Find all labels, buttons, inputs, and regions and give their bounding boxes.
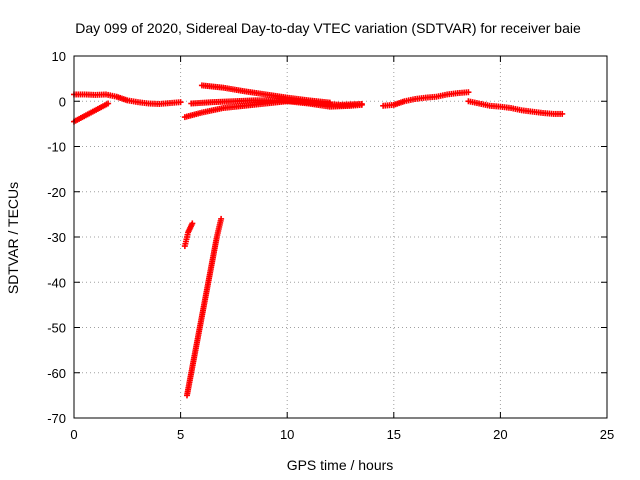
x-tick-label: 20 [493,427,507,442]
data-point [358,100,365,107]
data-point [559,110,566,117]
data-point [218,215,225,222]
data-point [465,89,472,96]
x-axis-label: GPS time / hours [287,457,394,473]
y-tick-label: -10 [47,140,66,155]
y-tick-label: -50 [47,321,66,336]
y-tick-label: -70 [47,411,66,426]
axis-ticks: 0 5 10 15 20 25 10 0 -10 -20 -30 -40 -50 -60 -70 [47,49,614,442]
y-tick-label: -40 [47,275,66,290]
data-point [105,100,112,107]
y-tick-label: -20 [47,185,66,200]
x-tick-label: 25 [600,427,614,442]
grid-lines [74,56,607,418]
y-axis-label: SDTVAR / TECUs [5,182,21,294]
data-points [71,82,566,399]
data-point [189,220,196,227]
y-tick-label: -30 [47,230,66,245]
y-tick-label: -60 [47,366,66,381]
y-tick-label: 10 [52,49,66,64]
y-tick-label: 0 [59,94,66,109]
chart-title: Day 099 of 2020, Sidereal Day-to-day VTE… [75,20,581,36]
x-tick-label: 10 [280,427,294,442]
x-tick-label: 5 [177,427,184,442]
x-tick-label: 15 [387,427,401,442]
x-tick-label: 0 [70,427,77,442]
data-point [177,99,184,106]
